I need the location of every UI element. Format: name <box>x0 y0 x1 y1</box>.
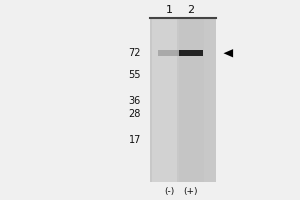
Polygon shape <box>224 49 233 57</box>
Text: (+): (+) <box>183 187 198 196</box>
Text: 2: 2 <box>187 5 194 15</box>
Text: 55: 55 <box>128 70 141 80</box>
Text: 72: 72 <box>128 48 141 58</box>
Bar <box>152 18 177 182</box>
Bar <box>178 50 203 56</box>
Text: 17: 17 <box>129 135 141 145</box>
Bar <box>150 18 216 182</box>
Text: 28: 28 <box>129 109 141 119</box>
Text: (-): (-) <box>164 187 175 196</box>
Text: 36: 36 <box>129 96 141 106</box>
Text: 1: 1 <box>166 5 173 15</box>
Bar <box>178 18 204 182</box>
Bar <box>158 50 181 56</box>
